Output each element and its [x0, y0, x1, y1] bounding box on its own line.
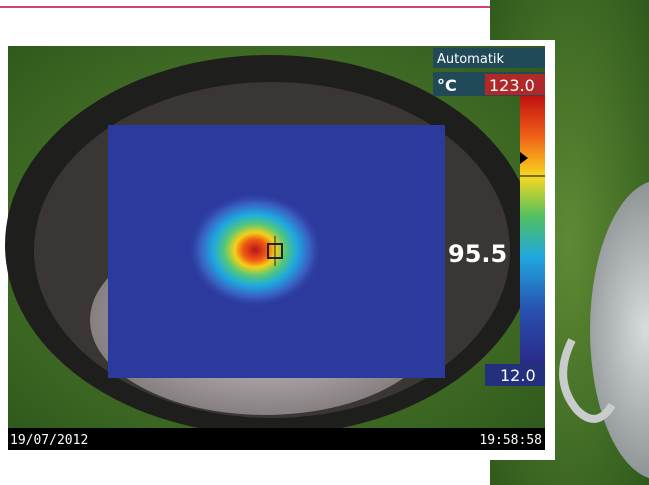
- time: 19:58:58: [479, 433, 542, 448]
- spot-value: 95.5: [448, 240, 507, 268]
- hotspot: [187, 192, 323, 308]
- status-bar: [8, 428, 545, 450]
- color-scale: [520, 96, 545, 364]
- max-box: [485, 74, 545, 95]
- mode: Automatik: [437, 52, 505, 67]
- bucket: [590, 181, 649, 479]
- mode-box: [433, 48, 545, 68]
- scale-max: 123.0: [489, 76, 535, 95]
- scale-min: 12.0: [500, 366, 536, 385]
- unit: °C: [437, 76, 457, 95]
- scale-pointer: [520, 152, 528, 164]
- min-box: [485, 364, 545, 386]
- handle: [559, 338, 616, 423]
- date: 19/07/2012: [10, 433, 88, 448]
